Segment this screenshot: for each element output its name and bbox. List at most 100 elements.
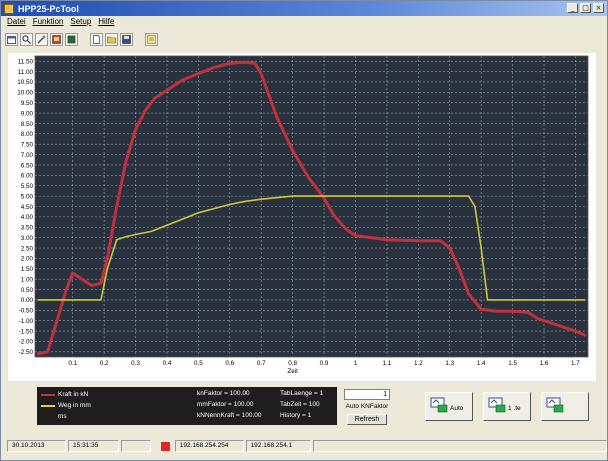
x-tick-label: 0.4 <box>163 360 172 367</box>
save-icon[interactable] <box>120 32 133 46</box>
legend-row-ms: ms <box>41 413 67 420</box>
y-tick-label: -0.50 <box>19 308 34 315</box>
legend-swatch-kraft <box>41 393 55 396</box>
chart-panel: 11.50 11.00 10.50 10.00 9.50 9.00 8.50 8.00 7.50… <box>8 53 596 381</box>
auto-button-label: Auto <box>450 405 464 412</box>
app-icon <box>4 3 14 14</box>
y-tick-label: 2.50 <box>21 245 34 252</box>
y-tick-label: 6.00 <box>21 173 34 180</box>
y-tick-label: 2.00 <box>21 256 34 263</box>
maximize-button[interactable]: □ <box>580 3 591 13</box>
status-message <box>312 440 607 452</box>
x-tick-label: 0.3 <box>131 360 140 367</box>
y-tick-label: -2.50 <box>19 349 34 356</box>
plot-border <box>34 55 589 358</box>
status-date: 30.10.2013 <box>7 440 67 452</box>
toolbar <box>5 31 158 47</box>
series-line-kraft <box>36 60 587 356</box>
x-tick-label: 1.7 <box>571 360 580 367</box>
x-tick-label: 1.6 <box>540 360 549 367</box>
y-tick-label: 3.50 <box>21 225 34 232</box>
legend-label-weg: Weg in mm <box>58 402 91 409</box>
x-tick-label: 1.1 <box>383 360 392 367</box>
y-tick-label: 8.50 <box>21 121 34 128</box>
y-tick-label: 1.50 <box>21 266 34 273</box>
chart-legend: Kraft in kN Weg in mm ms knFaktor = 100.… <box>37 387 337 425</box>
menu-bar: Datei Funktion Setup Hilfe <box>1 17 114 29</box>
y-tick-label: 10.50 <box>17 79 33 86</box>
meta-knnennkraft: kNNennKraft = 100.00 <box>197 412 262 419</box>
rc-third-icon <box>546 397 564 413</box>
tools-icon[interactable] <box>35 32 48 46</box>
menu-hilfe[interactable]: Hilfe <box>98 17 115 26</box>
number-input[interactable]: 1 <box>344 389 390 400</box>
y-tick-label: 1.00 <box>21 276 34 283</box>
series-line-weg <box>37 195 586 301</box>
status-empty <box>121 440 151 452</box>
open-folder-icon[interactable] <box>105 32 118 46</box>
menu-funktion[interactable]: Funktion <box>32 17 64 26</box>
meta-history: History = 1 <box>280 412 312 419</box>
legend-row-kraft: Kraft in kN <box>41 391 88 398</box>
refresh-button[interactable]: Refresh <box>347 414 387 425</box>
status-bar: 30.10.2013 15:31:35 192.168.254.254 192.… <box>1 437 607 455</box>
faktor-controls: 1 Auto KNFaktor Refresh <box>344 389 391 427</box>
legend-swatch-ms <box>41 416 55 418</box>
x-tick-label: 0.8 <box>288 360 297 367</box>
y-tick-label: 10.00 <box>17 90 33 97</box>
close-button[interactable]: × <box>593 3 604 13</box>
y-tick-label: -1.50 <box>19 328 34 335</box>
third-button[interactable] <box>541 392 589 421</box>
rc-auto-icon <box>430 397 448 413</box>
x-tick-label: 0.7 <box>257 360 266 367</box>
y-tick-label: 5.00 <box>21 193 34 200</box>
y-tick-label: 4.00 <box>21 214 34 221</box>
meta-tabzeit: TabZeit = 100 <box>280 401 320 408</box>
menu-setup[interactable]: Setup <box>70 17 92 26</box>
y-tick-label: 4.50 <box>21 204 34 211</box>
rc-single-icon <box>488 397 506 413</box>
status-ip-local: 192.168.254.254 <box>174 440 244 452</box>
y-tick-label: 9.50 <box>21 100 34 107</box>
auto-kn-faktor-label[interactable]: Auto KNFaktor <box>345 403 389 410</box>
y-tick-label: -2.00 <box>19 339 34 346</box>
y-tick-label: 11.50 <box>18 58 34 65</box>
new-file-icon[interactable] <box>90 32 103 46</box>
y-tick-label: 7.50 <box>21 142 34 149</box>
x-tick-label: 0.9 <box>320 360 329 367</box>
y-tick-label: 0.50 <box>21 287 34 294</box>
legend-label-ms: ms <box>58 413 67 420</box>
y-tick-label: 11.00 <box>18 69 34 76</box>
minimize-button[interactable]: _ <box>567 3 578 13</box>
force-travel-chart: 11.5011.0010.5010.009.509.008.508.007.50… <box>17 55 589 375</box>
cube-icon[interactable] <box>65 32 78 46</box>
meta-knfaktor: knFaktor = 100.00 <box>197 390 250 397</box>
x-tick-label: 0.2 <box>100 360 109 367</box>
x-tick-label: 1.5 <box>508 360 517 367</box>
calendar-icon[interactable] <box>5 32 18 46</box>
auto-button[interactable]: Auto <box>425 392 473 421</box>
menu-datei[interactable]: Datei <box>7 17 26 26</box>
meta-tablaenge: TabLaenge = 1 <box>280 390 324 397</box>
legend-label-kraft: Kraft in kN <box>58 391 89 398</box>
single-button[interactable]: 1 .te <box>483 392 531 421</box>
legend-row-weg: Weg in mm <box>41 402 91 409</box>
y-tick-label: 3.00 <box>21 235 34 242</box>
status-time: 15:31:35 <box>68 440 120 452</box>
image-icon[interactable] <box>50 32 63 46</box>
x-tick-label: 1 <box>354 360 358 367</box>
search-icon[interactable] <box>20 32 33 46</box>
y-tick-label: 9.00 <box>21 110 34 117</box>
x-axis-label: Zeit <box>287 368 298 375</box>
connection-led-icon <box>160 441 170 451</box>
y-tick-label: -1.00 <box>19 318 34 325</box>
legend-swatch-weg <box>41 404 55 407</box>
y-tick-label: 8.00 <box>21 131 34 138</box>
x-tick-label: 0.5 <box>194 360 203 367</box>
title-bar: HPP25-PcTool _ □ × <box>1 1 607 16</box>
x-tick-label: 0.6 <box>225 360 234 367</box>
y-tick-label: 6.50 <box>21 162 34 169</box>
note-icon[interactable] <box>145 32 158 46</box>
y-tick-label: 5.50 <box>21 183 34 190</box>
